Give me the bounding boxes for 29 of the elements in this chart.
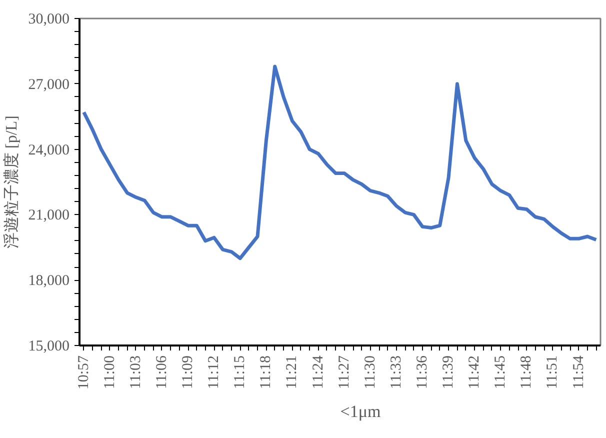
- x-tick-label: 11:24: [310, 355, 326, 390]
- line-series: [82, 64, 598, 260]
- x-tick-label: 11:27: [336, 355, 352, 390]
- x-tick-label: 11:09: [180, 355, 196, 390]
- y-axis-title: 浮遊粒子濃度 [p/L]: [2, 116, 20, 248]
- text: <1μm: [340, 402, 381, 422]
- x-tick-label: 11:45: [492, 355, 509, 390]
- x-tick-label: 10:57: [76, 355, 92, 390]
- x-tick-label: 11:51: [544, 355, 561, 390]
- y-tick-label: 15,000: [28, 338, 70, 354]
- x-tick-label: 11:54: [570, 355, 587, 390]
- x-tick-label: 11:12: [206, 355, 222, 390]
- x-tick-label: 11:39: [440, 355, 457, 390]
- x-tick-label: 11:18: [258, 355, 274, 390]
- y-tick-label: 30,000: [28, 12, 70, 28]
- y-tick-label: 24,000: [28, 142, 70, 158]
- x-tick-label: 11:33: [388, 355, 404, 390]
- y-tick-label: 18,000: [28, 273, 70, 290]
- x-tick-label: 11:00: [102, 355, 118, 390]
- x-tick-label: 11:30: [362, 355, 378, 390]
- x-tick-label: 11:03: [128, 355, 144, 390]
- x-tick-label: 11:48: [518, 355, 535, 390]
- y-tick-label: 27,000: [28, 76, 70, 93]
- x-tick-label: 11:06: [154, 355, 170, 390]
- y-tick-label: 21,000: [28, 208, 70, 224]
- x-tick-label: 11:42: [466, 355, 483, 390]
- x-tick-label: 11:36: [414, 355, 430, 390]
- x-tick-label: 11:21: [284, 355, 300, 390]
- x-tick-label: 11:15: [232, 355, 248, 390]
